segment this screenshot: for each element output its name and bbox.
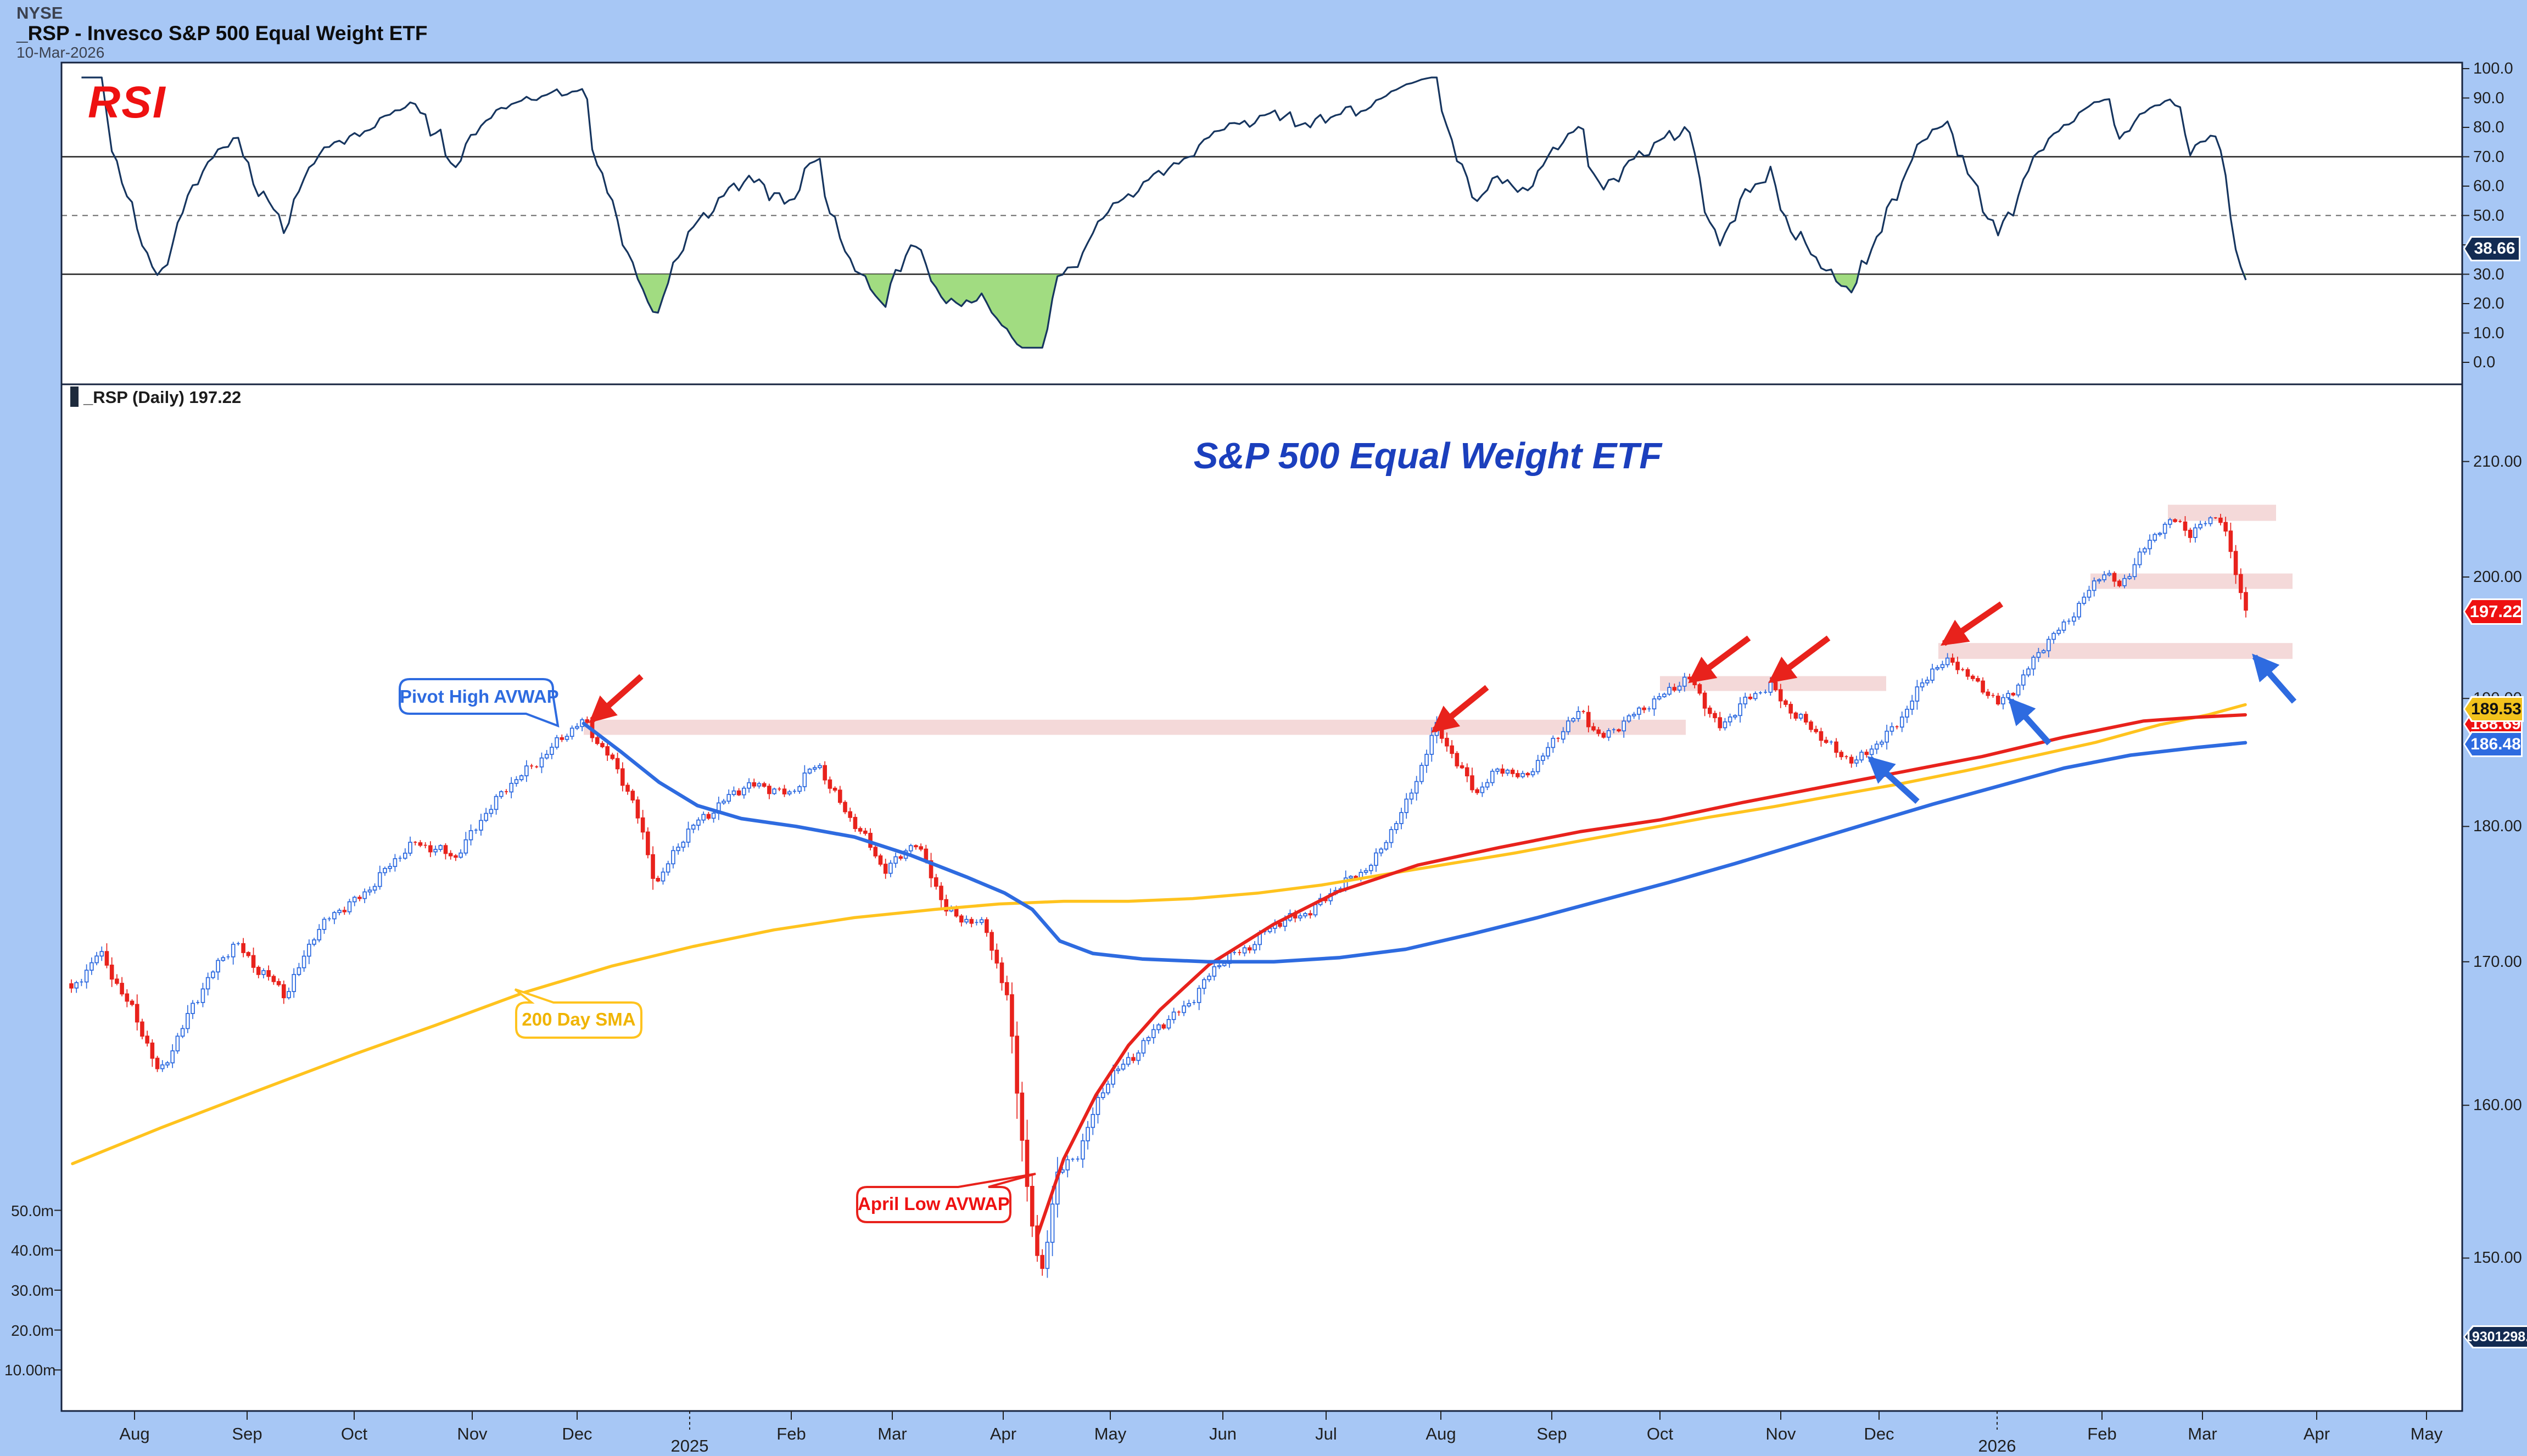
month-axis-tick: Dec <box>1864 1424 1894 1443</box>
rsi-panel-plot <box>62 76 2462 349</box>
chart-frame <box>60 61 2463 1412</box>
pivot-callout-bubble <box>399 678 560 728</box>
rsi-axis-tick: 80.0 <box>2473 119 2504 136</box>
series-color-swatch <box>70 387 79 407</box>
volume-value-tag: 19301298.0 <box>2463 1325 2527 1348</box>
sma-200-callout: 200 Day SMA <box>522 1009 636 1029</box>
rsi-axis-tick: 20.0 <box>2473 295 2504 312</box>
volume-axis-tick: 10.00m <box>4 1362 56 1379</box>
red-arrow <box>1431 685 1489 733</box>
month-axis-tick: Oct <box>1646 1424 1674 1443</box>
year-axis-tick: 2026 <box>1978 1436 2016 1455</box>
rsi-axis-tick: 60.0 <box>2473 177 2504 195</box>
price-axis-tick: 150.00 <box>2473 1249 2522 1267</box>
month-axis-tick: Oct <box>340 1424 368 1443</box>
rsi-indicator-label: RSI <box>88 77 166 127</box>
rsi-axis-tick: 50.0 <box>2473 206 2504 225</box>
month-axis-tick: Sep <box>1536 1424 1567 1443</box>
blue-arrow <box>1867 756 1920 804</box>
month-axis-tick: Jun <box>1209 1424 1237 1443</box>
month-axis-tick: May <box>2410 1424 2443 1443</box>
rsi-value-tag: 38.66 <box>2463 236 2520 261</box>
month-axis-tick: May <box>1094 1424 1127 1443</box>
month-axis-tick: Nov <box>1765 1424 1796 1443</box>
sma-price-tag: 189.53 <box>2463 696 2524 722</box>
resistance-zone <box>584 719 1686 735</box>
month-axis-tick: Apr <box>989 1424 1017 1443</box>
month-axis-tick: Jul <box>1315 1424 1337 1443</box>
price-axis-tick: 180.00 <box>2473 817 2522 836</box>
april-callout-bubble <box>856 1173 1036 1223</box>
april-low-avwap-callout: April Low AVWAP <box>858 1194 1010 1214</box>
resistance-zone <box>1938 643 2293 659</box>
last-price-tag: 197.22 <box>2463 598 2523 625</box>
volume-axis-tick: 30.0m <box>11 1281 54 1299</box>
red-arrow <box>1688 635 1751 684</box>
exchange-label: NYSE <box>16 3 63 23</box>
avwap-high-price-tag: 186.48 <box>2463 731 2523 757</box>
rsi-axis-tick: 0.0 <box>2473 354 2496 371</box>
blue-arrow <box>2252 653 2297 704</box>
month-axis-tick: Mar <box>877 1424 907 1443</box>
red-arrow <box>589 674 644 723</box>
blue-arrow <box>2008 697 2052 746</box>
symbol-title: _RSP - Invesco S&P 500 Equal Weight ETF <box>16 22 428 44</box>
rsi-axis-tick: 90.0 <box>2473 89 2504 107</box>
chart-panel-background <box>62 63 2462 1411</box>
series-legend-label: _RSP (Daily) 197.22 <box>83 388 242 407</box>
volume-axis-tick: 50.0m <box>11 1202 54 1219</box>
month-axis-tick: Nov <box>457 1424 488 1443</box>
month-axis-tick: Dec <box>562 1424 592 1443</box>
chart-title: S&P 500 Equal Weight ETF <box>1193 435 1662 477</box>
red-arrow <box>1768 635 1831 684</box>
volume-axis-tick: 40.0m <box>11 1242 54 1259</box>
rsi-axis-tick: 100.0 <box>2473 60 2513 77</box>
year-axis-tick: 2025 <box>670 1436 709 1455</box>
pivot-high-avwap-callout: Pivot High AVWAP <box>400 686 559 707</box>
chart-date: 10-Mar-2026 <box>16 44 105 61</box>
month-axis-tick: Apr <box>2303 1424 2330 1443</box>
price-axis-tick: 170.00 <box>2473 953 2522 971</box>
price-axis-tick: 200.00 <box>2473 568 2522 586</box>
red-arrow <box>1941 601 2004 646</box>
month-axis-tick: Aug <box>1425 1424 1456 1443</box>
price-axis-tick: 160.00 <box>2473 1096 2522 1115</box>
month-axis-tick: Feb <box>776 1424 806 1443</box>
month-axis-tick: Aug <box>119 1424 150 1443</box>
month-axis-tick: Sep <box>232 1424 262 1443</box>
price-panel-plot <box>69 505 2293 1278</box>
rsi-axis-tick: 30.0 <box>2473 265 2504 283</box>
rsi-axis-tick: 70.0 <box>2473 148 2504 166</box>
month-axis-tick: Feb <box>2087 1424 2117 1443</box>
sma-callout-bubble <box>514 988 642 1039</box>
rsi-axis-tick: 10.0 <box>2473 324 2504 342</box>
month-axis-tick: Mar <box>2188 1424 2217 1443</box>
price-axis-tick: 210.00 <box>2473 452 2522 471</box>
volume-axis-tick: 20.0m <box>11 1321 54 1339</box>
